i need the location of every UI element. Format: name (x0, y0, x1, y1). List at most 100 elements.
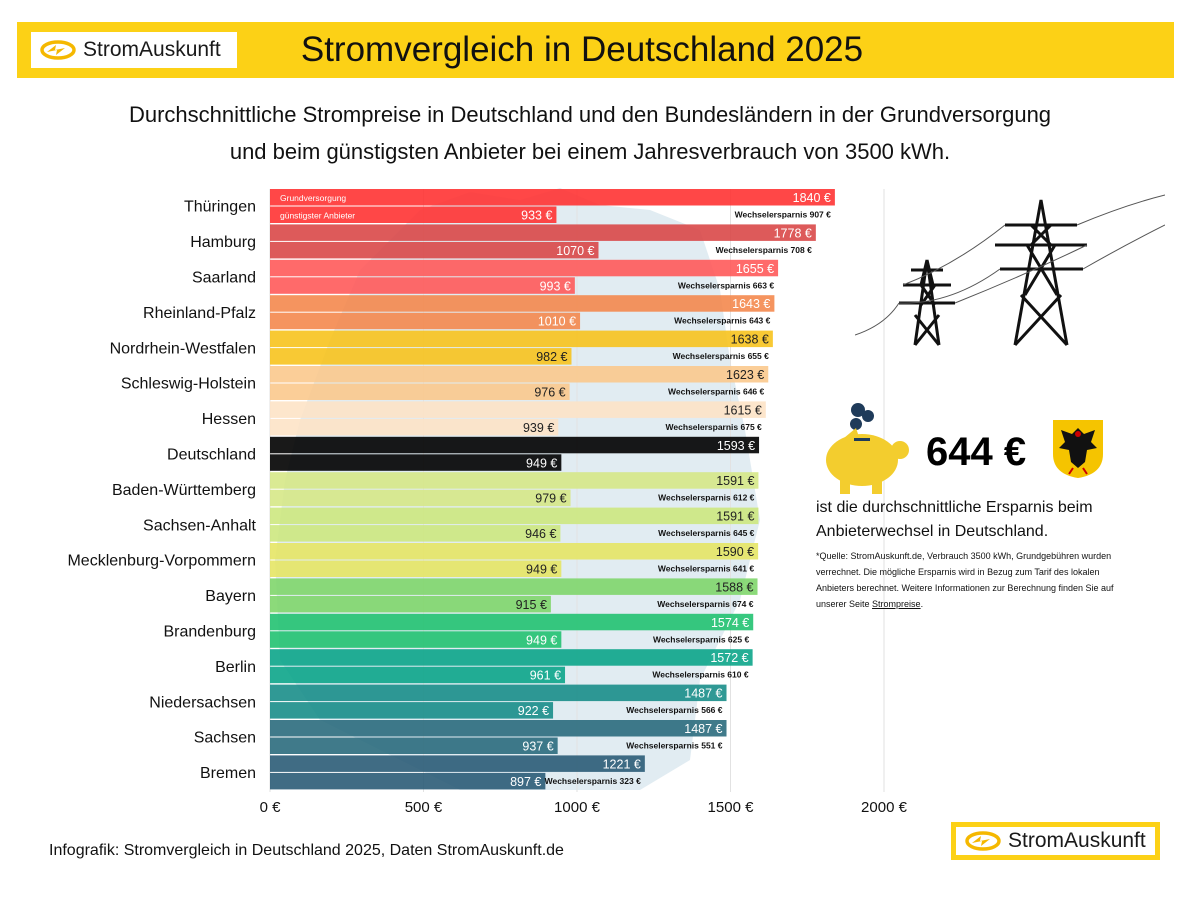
bar-guenstigster-anbieter (270, 348, 572, 365)
bar-guenstigster-anbieter (270, 277, 575, 294)
x-axis: 0 € 500 € 1000 € 1500 € 2000 € (260, 799, 908, 816)
bars (270, 189, 835, 790)
bar-guenstigster-anbieter (270, 454, 562, 471)
category-label: Hessen (202, 411, 256, 428)
savings-label: Wechselersparnis 645 € (658, 528, 755, 538)
data-label-grundversorgung: 1638 € (731, 333, 769, 347)
bar-grundversorgung (270, 613, 754, 631)
category-label: Thüringen (184, 199, 256, 216)
data-label-grundversorgung: 1487 € (684, 687, 722, 701)
stromauskunft-logo[interactable]: StromAuskunft (31, 32, 237, 68)
savings-label: Wechselersparnis 612 € (658, 493, 755, 503)
power-pylon-icon (855, 194, 1165, 347)
labels: Thüringen 1840 € 933 € Wechselersparnis 907… (67, 191, 831, 789)
data-label-guenstigster-anbieter: 946 € (525, 527, 556, 541)
savings-label: Wechselersparnis 643 € (674, 316, 771, 326)
bar-grundversorgung (270, 259, 779, 277)
bar-guenstigster-anbieter (270, 312, 581, 330)
logo-icon (40, 40, 76, 60)
x-tick-label: 2000 € (861, 799, 908, 816)
source-note: *Quelle: StromAuskunft.de, Verbrauch 350… (816, 548, 1136, 612)
strompreise-link[interactable]: Strompreise (872, 599, 921, 609)
bar-guenstigster-anbieter (270, 595, 551, 613)
stromauskunft-logo-bottom[interactable]: StromAuskunft (951, 822, 1160, 860)
category-label: Nordrhein-Westfalen (110, 340, 256, 357)
data-label-guenstigster-anbieter: 1010 € (538, 315, 576, 329)
data-label-guenstigster-anbieter: 961 € (530, 669, 561, 683)
category-label: Bayern (205, 588, 256, 605)
bar-guenstigster-anbieter (270, 525, 561, 542)
data-label-guenstigster-anbieter: 949 € (526, 633, 557, 647)
bar-grundversorgung (270, 436, 760, 454)
savings-label: Wechselersparnis 663 € (678, 280, 775, 290)
savings-label: Wechselersparnis 625 € (653, 634, 750, 644)
average-savings-value: 644 € (926, 430, 1027, 474)
data-label-guenstigster-anbieter: 897 € (510, 775, 541, 789)
data-label-grundversorgung: 1643 € (732, 297, 770, 311)
category-label: Hamburg (190, 234, 256, 251)
bar-grundversorgung (270, 224, 816, 241)
bar-guenstigster-anbieter (270, 702, 554, 719)
data-label-grundversorgung: 1623 € (726, 368, 764, 382)
data-label-grundversorgung: 1221 € (603, 757, 641, 771)
savings-label: Wechselersparnis 708 € (716, 245, 813, 255)
bar-guenstigster-anbieter (270, 772, 546, 790)
data-label-guenstigster-anbieter: 982 € (536, 350, 567, 364)
savings-label: Wechselersparnis 675 € (666, 422, 763, 432)
chart-subtitle: Durchschnittliche Strompreise in Deutsch… (40, 96, 1140, 170)
category-label: Deutschland (167, 447, 256, 464)
data-label-grundversorgung: 1572 € (710, 651, 748, 665)
data-label-grundversorgung: 1615 € (724, 403, 762, 417)
footer-caption: Infografik: Stromvergleich in Deutschlan… (49, 842, 564, 859)
source-note-end: . (920, 599, 924, 609)
data-label-grundversorgung: 1591 € (716, 474, 754, 488)
data-label-guenstigster-anbieter: 922 € (518, 704, 549, 718)
bar-grundversorgung (270, 649, 753, 666)
data-label-guenstigster-anbieter: 976 € (534, 386, 565, 400)
savings-label: Wechselersparnis 674 € (657, 599, 754, 609)
savings-label: Wechselersparnis 907 € (735, 210, 832, 220)
logo-text: StromAuskunft (1008, 829, 1146, 852)
bar-grundversorgung (270, 684, 727, 702)
data-label-grundversorgung: 1655 € (736, 262, 774, 276)
savings-label: Wechselersparnis 551 € (626, 741, 723, 751)
bar-grundversorgung (270, 720, 727, 737)
source-note-text: *Quelle: StromAuskunft.de, Verbrauch 350… (816, 551, 1114, 609)
bar-guenstigster-anbieter (270, 560, 562, 577)
data-label-grundversorgung: 1574 € (711, 616, 749, 630)
legend-guenstigster-anbieter: günstigster Anbieter (280, 211, 355, 221)
data-label-guenstigster-anbieter: 979 € (535, 492, 566, 506)
data-label-guenstigster-anbieter: 993 € (540, 279, 571, 293)
category-label: Rheinland-Pfalz (143, 305, 256, 322)
savings-label: Wechselersparnis 610 € (652, 670, 749, 680)
category-label: Schleswig-Holstein (121, 376, 256, 393)
piggy-bank-icon (826, 403, 909, 494)
category-label: Sachsen-Anhalt (143, 517, 257, 534)
bar-guenstigster-anbieter (270, 241, 599, 259)
savings-label: Wechselersparnis 646 € (668, 387, 765, 397)
bar-grundversorgung (270, 543, 759, 560)
bar-grundversorgung (270, 472, 759, 489)
bar-grundversorgung (270, 330, 773, 348)
data-label-guenstigster-anbieter: 1070 € (556, 244, 594, 258)
data-label-grundversorgung: 1778 € (774, 226, 812, 240)
bar-guenstigster-anbieter (270, 206, 557, 223)
bar-guenstigster-anbieter (270, 383, 570, 400)
subtitle-line-1: Durchschnittliche Strompreise in Deutsch… (128, 102, 1052, 127)
category-label: Bremen (200, 765, 256, 782)
data-label-guenstigster-anbieter: 915 € (516, 598, 547, 612)
data-label-grundversorgung: 1591 € (716, 510, 754, 524)
bar-grundversorgung (270, 755, 645, 772)
bar-grundversorgung (270, 366, 769, 383)
data-label-guenstigster-anbieter: 949 € (526, 456, 557, 470)
page-title: Stromvergleich in Deutschland 2025 (300, 30, 864, 69)
x-tick-label: 0 € (260, 799, 282, 816)
x-tick-label: 500 € (405, 799, 443, 816)
logo-text: StromAuskunft (83, 38, 221, 61)
subtitle-line-2: und beim günstigsten Anbieter bei einem … (229, 139, 951, 164)
data-label-guenstigster-anbieter: 949 € (526, 563, 557, 577)
header-banner: StromAuskunft Stromvergleich in Deutschl… (17, 22, 1174, 78)
category-label: Sachsen (194, 730, 256, 747)
data-label-guenstigster-anbieter: 937 € (522, 740, 553, 754)
